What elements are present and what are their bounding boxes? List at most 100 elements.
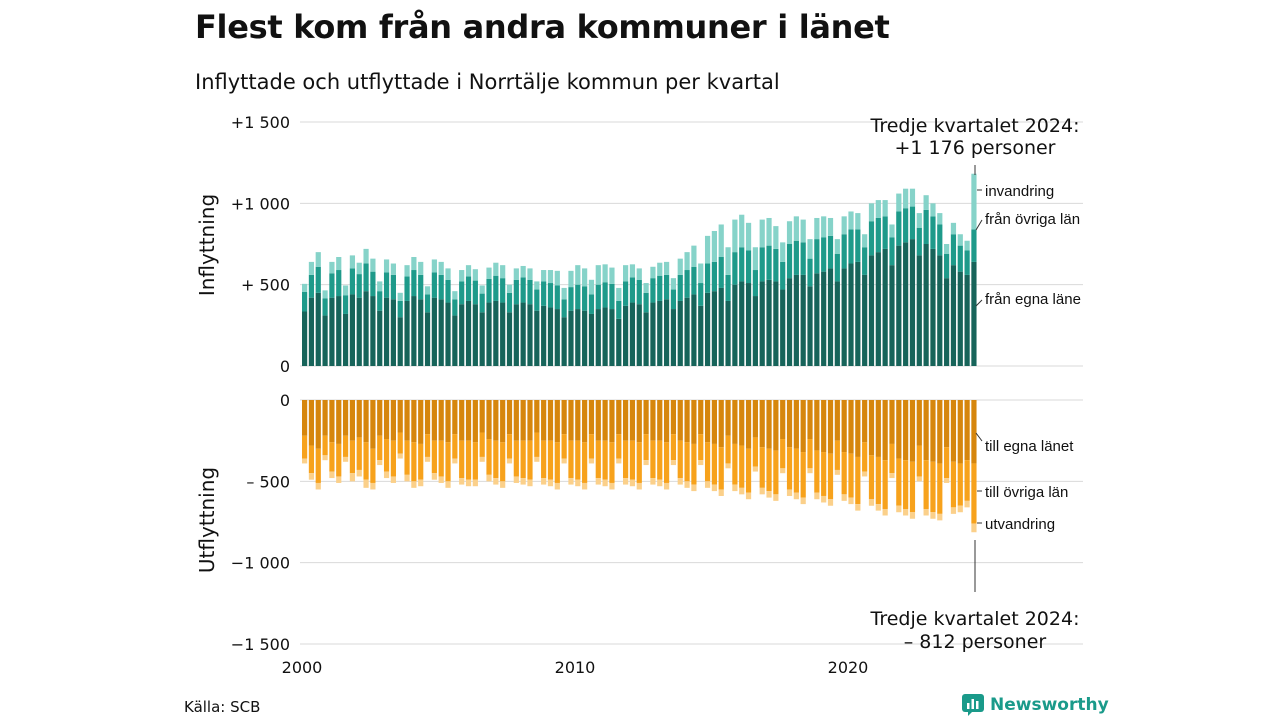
bar-till-egna-lanet xyxy=(793,400,799,449)
out-y-tick: 0 xyxy=(280,391,290,410)
bar-fran-ovriga-lan xyxy=(909,206,916,240)
bar-fran-egna-lanet xyxy=(807,286,813,366)
bar-utvandring xyxy=(356,469,362,477)
brand-logo[interactable]: Newsworthy xyxy=(962,694,1109,716)
bar-fran-egna-lanet xyxy=(438,299,444,366)
bar-utvandring xyxy=(349,473,356,482)
bar-utvandring xyxy=(609,482,615,490)
bar-fran-ovriga-lan xyxy=(520,277,526,303)
bar-till-ovriga-lan xyxy=(650,440,656,479)
bar-utvandring xyxy=(465,479,472,487)
bar-till-egna-lanet xyxy=(397,400,403,433)
bar-utvandring xyxy=(411,481,417,488)
bar-fran-ovriga-lan xyxy=(486,278,492,303)
bar-till-egna-lanet xyxy=(431,400,437,441)
bar-fran-egna-lanet xyxy=(424,312,431,366)
bar-till-ovriga-lan xyxy=(657,440,663,480)
bar-utvandring xyxy=(431,473,437,480)
bar-invandring xyxy=(786,221,793,244)
bar-till-egna-lanet xyxy=(889,400,895,444)
bar-till-ovriga-lan xyxy=(780,439,786,469)
bar-till-egna-lanet xyxy=(677,400,683,441)
bar-till-ovriga-lan xyxy=(766,448,772,492)
bar-till-ovriga-lan xyxy=(602,440,608,480)
series-label-utvandring: utvandring xyxy=(985,516,1055,533)
bar-till-ovriga-lan xyxy=(582,442,588,483)
bar-fran-ovriga-lan xyxy=(568,287,574,311)
bar-fran-egna-lanet xyxy=(520,302,526,366)
bar-fran-egna-lanet xyxy=(465,300,472,366)
bar-till-ovriga-lan xyxy=(390,440,396,477)
bar-utvandring xyxy=(882,508,888,516)
bar-utvandring xyxy=(363,479,369,488)
bar-invandring xyxy=(732,219,738,253)
bar-invandring xyxy=(520,265,526,278)
bar-fran-ovriga-lan xyxy=(623,281,629,306)
bar-utvandring xyxy=(773,494,779,501)
bar-fran-ovriga-lan xyxy=(896,211,902,246)
bar-utvandring xyxy=(588,458,595,464)
x-tick-2020: 2020 xyxy=(828,658,869,677)
bar-fran-ovriga-lan xyxy=(527,279,533,305)
bar-till-egna-lanet xyxy=(971,400,977,464)
bar-till-ovriga-lan xyxy=(889,443,895,474)
bar-invandring xyxy=(930,203,936,217)
bar-till-egna-lanet xyxy=(841,400,847,453)
bar-fran-ovriga-lan xyxy=(855,229,861,262)
bar-till-egna-lanet xyxy=(486,400,492,440)
bar-fran-egna-lanet xyxy=(684,297,690,366)
bar-till-ovriga-lan xyxy=(500,442,506,482)
bar-fran-ovriga-lan xyxy=(404,276,410,301)
bar-invandring xyxy=(575,265,581,285)
bar-invandring xyxy=(349,255,356,269)
label-connector-fran-ovriga-lan xyxy=(975,219,983,231)
bar-till-egna-lanet xyxy=(616,400,622,435)
bar-till-ovriga-lan xyxy=(739,445,745,488)
bar-invandring xyxy=(814,217,820,240)
bar-till-egna-lanet xyxy=(329,400,335,443)
bar-invandring xyxy=(390,263,396,275)
bar-fran-ovriga-lan xyxy=(342,295,349,314)
bar-invandring xyxy=(561,287,567,300)
bar-fran-ovriga-lan xyxy=(814,239,820,274)
bar-utvandring xyxy=(623,478,629,485)
bar-fran-egna-lanet xyxy=(595,309,601,366)
bar-fran-ovriga-lan xyxy=(868,221,875,256)
bar-till-egna-lanet xyxy=(745,400,752,449)
bar-utvandring xyxy=(616,458,622,464)
bar-fran-ovriga-lan xyxy=(349,268,356,295)
bar-fran-egna-lanet xyxy=(534,310,540,366)
bar-invandring xyxy=(800,219,806,243)
bar-till-egna-lanet xyxy=(752,400,758,438)
bar-fran-egna-lanet xyxy=(663,299,670,366)
bar-till-egna-lanet xyxy=(814,400,820,451)
bar-fran-egna-lanet xyxy=(964,274,970,366)
bar-invandring xyxy=(739,214,745,248)
bar-fran-egna-lanet xyxy=(342,313,349,366)
bar-fran-ovriga-lan xyxy=(971,229,977,262)
bar-till-egna-lanet xyxy=(609,400,615,443)
bar-invandring xyxy=(629,264,636,278)
bar-till-ovriga-lan xyxy=(302,435,308,459)
bar-till-egna-lanet xyxy=(875,400,881,457)
bar-utvandring xyxy=(677,478,683,485)
bar-utvandring xyxy=(336,476,342,483)
bar-fran-ovriga-lan xyxy=(616,300,622,319)
bar-fran-egna-lanet xyxy=(745,283,752,366)
bar-till-egna-lanet xyxy=(602,400,608,441)
bar-invandring xyxy=(636,268,642,280)
bar-utvandring xyxy=(513,476,519,483)
bar-fran-ovriga-lan xyxy=(780,261,786,290)
bar-invandring xyxy=(363,248,369,264)
bar-utvandring xyxy=(629,479,636,487)
bar-till-egna-lanet xyxy=(718,400,724,448)
bar-till-ovriga-lan xyxy=(670,434,677,461)
annotation-top-line1: Tredje kvartalet 2024: xyxy=(870,115,1080,137)
bar-till-egna-lanet xyxy=(506,400,513,435)
bar-till-egna-lanet xyxy=(759,400,765,448)
bar-invandring xyxy=(595,265,601,285)
bar-till-ovriga-lan xyxy=(527,440,533,480)
chart-subtitle: Inflyttade och utflyttade i Norrtälje ko… xyxy=(195,70,780,94)
bar-till-ovriga-lan xyxy=(759,447,765,488)
bar-utvandring xyxy=(663,482,670,490)
